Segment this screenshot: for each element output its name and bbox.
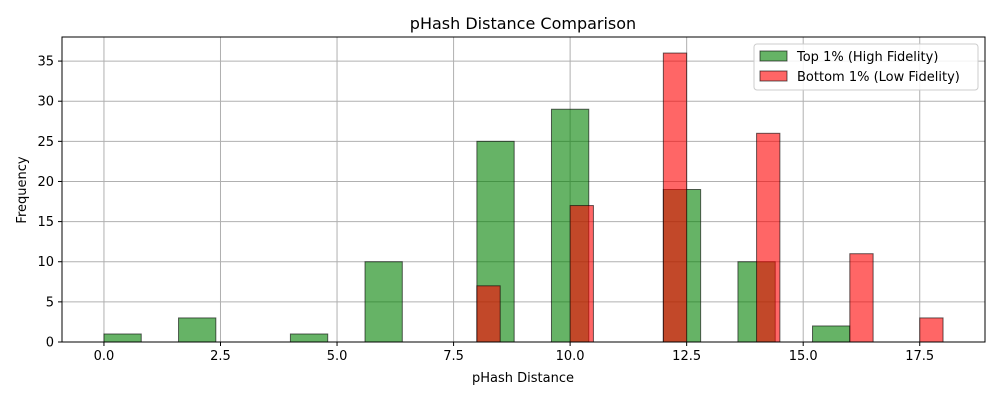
series-1-bar bbox=[178, 317, 217, 343]
legend: Top 1% (High Fidelity) Bottom 1% (Low Fid… bbox=[753, 43, 979, 91]
series-1-bar bbox=[103, 333, 142, 343]
legend-swatch bbox=[759, 70, 788, 82]
x-tick-label: 17.5 bbox=[905, 349, 934, 364]
bars-layer bbox=[103, 52, 944, 343]
x-tick-label: 15.0 bbox=[789, 349, 818, 364]
series-2-bar bbox=[476, 285, 501, 343]
y-tick-label: 25 bbox=[37, 135, 54, 150]
y-axis-label: Frequency bbox=[15, 156, 30, 223]
x-tick-label: 2.5 bbox=[210, 349, 231, 364]
series-1-bar bbox=[364, 261, 403, 343]
chart-title: pHash Distance Comparison bbox=[410, 14, 636, 33]
series-2-bar bbox=[569, 205, 594, 343]
legend-entry-label: Top 1% (High Fidelity) bbox=[796, 50, 938, 65]
series-1-bar bbox=[812, 325, 851, 343]
x-axis: 0.0 2.5 5.0 7.5 10.0 12.5 15.0 17.5 bbox=[94, 342, 934, 364]
y-tick-label: 20 bbox=[37, 175, 54, 190]
series-2-bar bbox=[756, 132, 781, 343]
series-2-bar bbox=[662, 52, 688, 343]
y-tick-label: 0 bbox=[46, 336, 54, 351]
series-1-bar bbox=[289, 333, 329, 343]
x-tick-label: 10.0 bbox=[556, 349, 585, 364]
y-tick-label: 10 bbox=[37, 255, 54, 270]
series-2-bar bbox=[919, 317, 944, 343]
x-axis-label: pHash Distance bbox=[472, 371, 574, 386]
y-axis: 0 5 10 15 20 25 30 35 bbox=[37, 55, 62, 351]
y-tick-label: 15 bbox=[37, 215, 54, 230]
legend-entry-label: Bottom 1% (Low Fidelity) bbox=[797, 70, 960, 85]
x-tick-label: 5.0 bbox=[327, 349, 348, 364]
legend-box bbox=[753, 43, 979, 91]
legend-swatch bbox=[759, 50, 788, 62]
y-tick-label: 30 bbox=[37, 95, 54, 110]
x-tick-label: 7.5 bbox=[443, 349, 464, 364]
series-2-bar bbox=[849, 253, 874, 343]
x-tick-label: 0.0 bbox=[94, 349, 115, 364]
x-tick-label: 12.5 bbox=[672, 349, 701, 364]
series-2-bars bbox=[476, 52, 944, 343]
y-tick-label: 35 bbox=[37, 55, 54, 70]
y-tick-label: 5 bbox=[46, 295, 54, 310]
plot-frame bbox=[61, 36, 986, 343]
